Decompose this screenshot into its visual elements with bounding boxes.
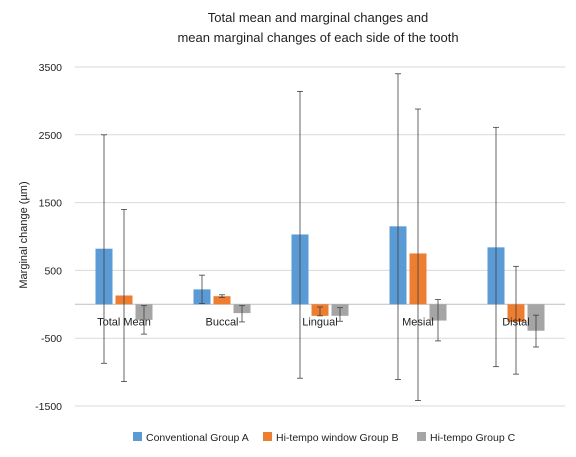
y-tick-label-3: 500 [44, 265, 62, 277]
y-axis-label: Marginal change (µm) [18, 181, 30, 288]
legend-label-0: Conventional Group A [146, 432, 249, 444]
y-tick-label-0: 3500 [39, 62, 63, 74]
y-tick-label-4: -500 [41, 333, 62, 345]
legend-swatch-1 [263, 432, 272, 441]
bar-1-1 [213, 296, 231, 305]
legend-label-2: Hi-tempo Group C [430, 432, 516, 444]
legend-swatch-0 [133, 432, 142, 441]
chart-title-line-2: mean marginal changes of each side of th… [177, 30, 458, 45]
gridlines [75, 66, 565, 407]
category-label-2: Lingual [302, 316, 337, 328]
y-tick-label-5: -1500 [35, 401, 62, 413]
y-tick-label-2: 1500 [39, 198, 63, 210]
legend: Conventional Group A Hi-tempo window Grou… [133, 432, 516, 444]
y-tick-labels: 3500 2500 1500 500 -500 -1500 [35, 62, 62, 413]
category-label-4: Distal [502, 316, 530, 328]
category-label-3: Mesial [402, 316, 434, 328]
error-bars [101, 73, 539, 401]
category-label-0: Total Mean [97, 316, 151, 328]
category-label-1: Buccal [205, 316, 238, 328]
bars [95, 226, 545, 331]
chart-title-line-1: Total mean and marginal changes and [208, 10, 428, 25]
legend-swatch-2 [417, 432, 426, 441]
category-labels: Total Mean Buccal Lingual Mesial Distal [97, 316, 530, 328]
y-tick-label-1: 2500 [39, 130, 63, 142]
legend-label-1: Hi-tempo window Group B [276, 432, 399, 444]
